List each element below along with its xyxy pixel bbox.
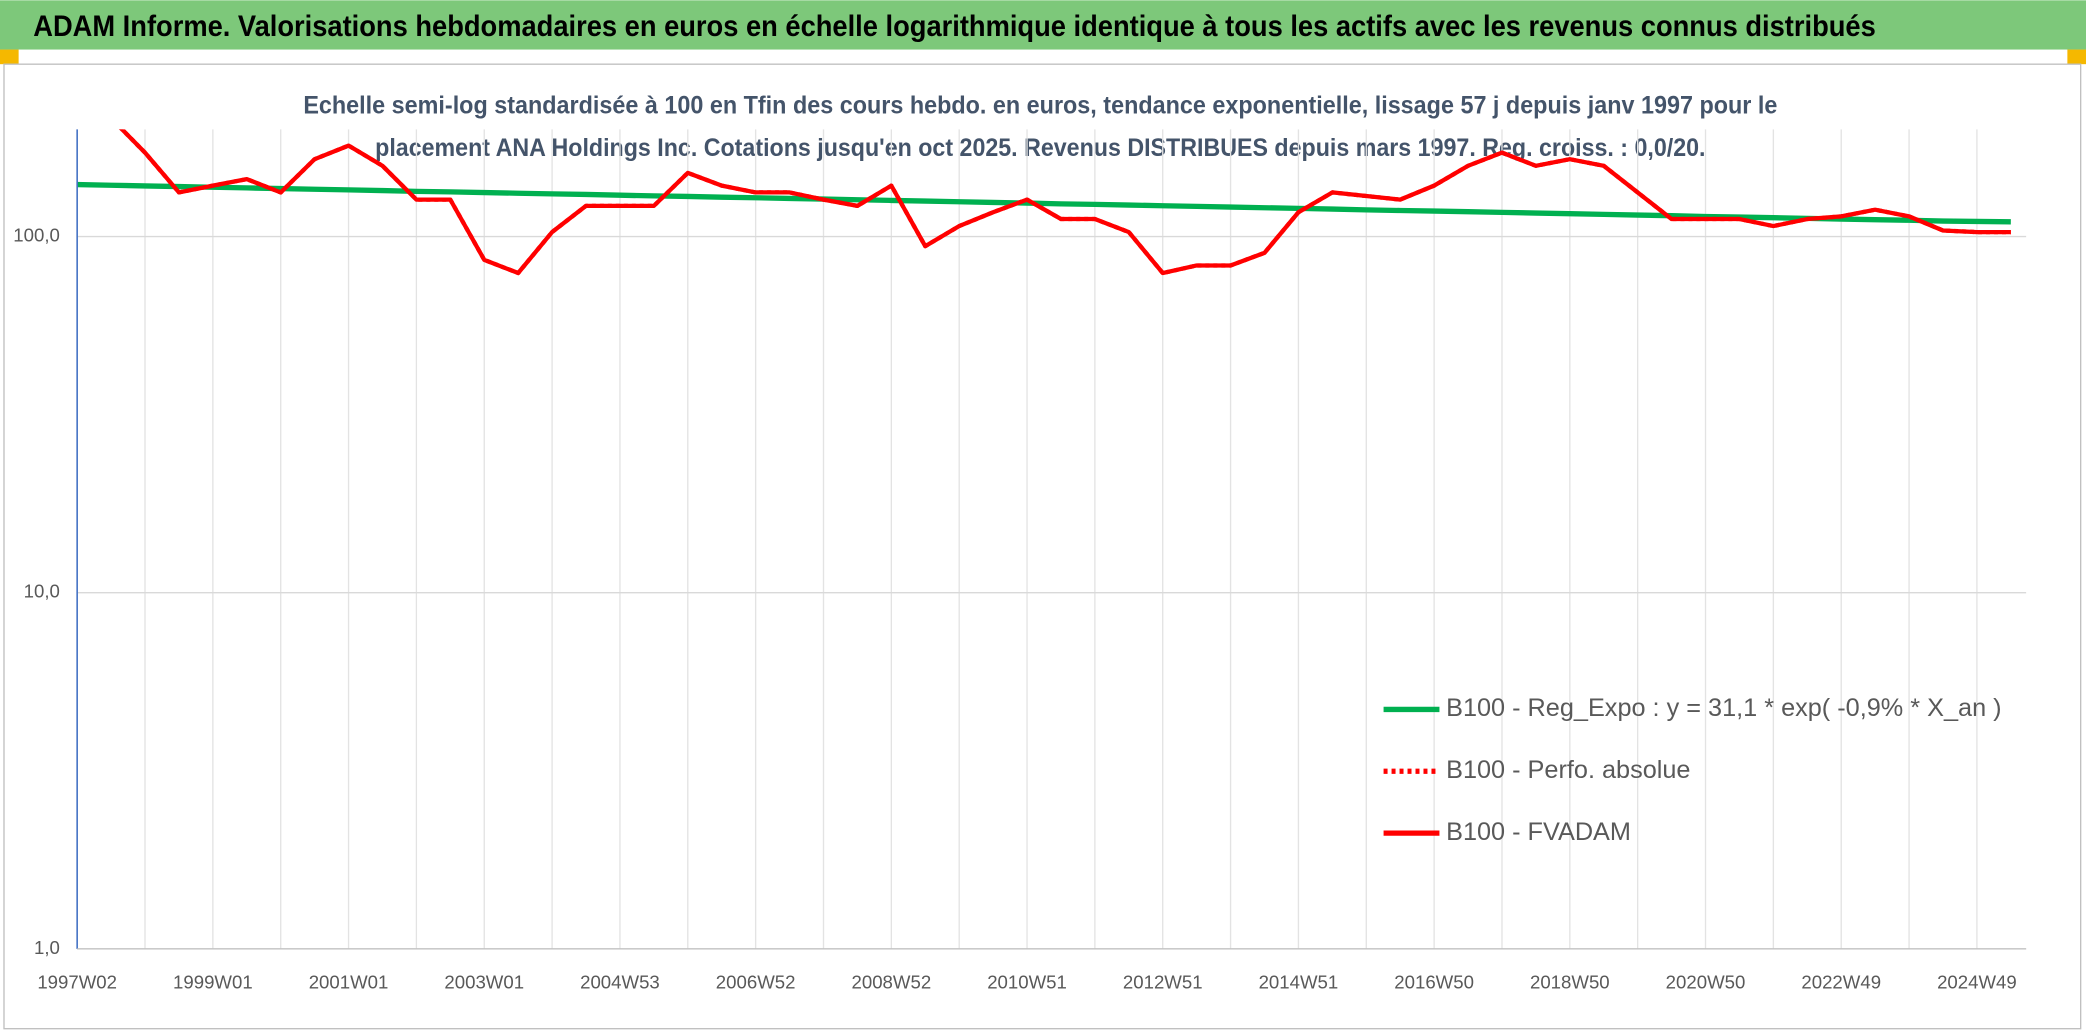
grid bbox=[77, 129, 2027, 950]
x-tick-label: 2004W53 bbox=[580, 971, 660, 992]
legend-label: B100 - Perfo. absolue bbox=[1446, 756, 1690, 784]
x-tick-label: 1999W01 bbox=[173, 971, 253, 992]
chart-title: ADAM Informe. Valorisations hebdomadaire… bbox=[33, 11, 1876, 43]
x-tick-label: 2022W49 bbox=[1801, 971, 1881, 992]
corner-mark bbox=[0, 49, 19, 65]
series-line bbox=[119, 129, 2011, 276]
x-tick-label: 2014W51 bbox=[1259, 971, 1339, 992]
x-tick-label: 2024W49 bbox=[1937, 971, 2017, 992]
y-tick-label: 10,0 bbox=[24, 581, 60, 602]
x-tick-label: 2010W51 bbox=[987, 971, 1067, 992]
legend-label: B100 - FVADAM bbox=[1446, 818, 1631, 846]
x-tick-label: 2006W52 bbox=[716, 971, 796, 992]
x-tick-label: 2012W51 bbox=[1123, 971, 1203, 992]
y-tick-label: 100,0 bbox=[13, 224, 60, 245]
x-tick-label: 2008W52 bbox=[852, 971, 932, 992]
x-tick-label: 2020W50 bbox=[1666, 971, 1746, 992]
axes: 1997W02 1999W01 2001W01 2003W01 2004W53 2006W… bbox=[13, 129, 2027, 992]
chart-subtitle: Echelle semi-log standardisée à 100 en T… bbox=[303, 91, 1777, 119]
chart-subtitle: placement ANA Holdings Inc. Cotations ju… bbox=[375, 134, 1705, 162]
legend: B100 - Reg_Expo : y = 31,1 * exp( -0,9% … bbox=[1383, 694, 2002, 846]
x-tick-label: 2018W50 bbox=[1530, 971, 1610, 992]
corner-mark bbox=[2067, 49, 2086, 65]
header-bar bbox=[0, 0, 2086, 50]
y-tick-label: 1,0 bbox=[34, 937, 60, 958]
x-tick-label: 2003W01 bbox=[444, 971, 524, 992]
chart-frame bbox=[3, 63, 2082, 1030]
plot-area bbox=[77, 129, 2011, 276]
x-tick-label: 2016W50 bbox=[1394, 971, 1474, 992]
x-tick-label: 2001W01 bbox=[309, 971, 389, 992]
legend-label: B100 - Reg_Expo : y = 31,1 * exp( -0,9% … bbox=[1446, 694, 2001, 722]
x-tick-label: 1997W02 bbox=[37, 971, 117, 992]
series-line bbox=[77, 181, 2011, 225]
